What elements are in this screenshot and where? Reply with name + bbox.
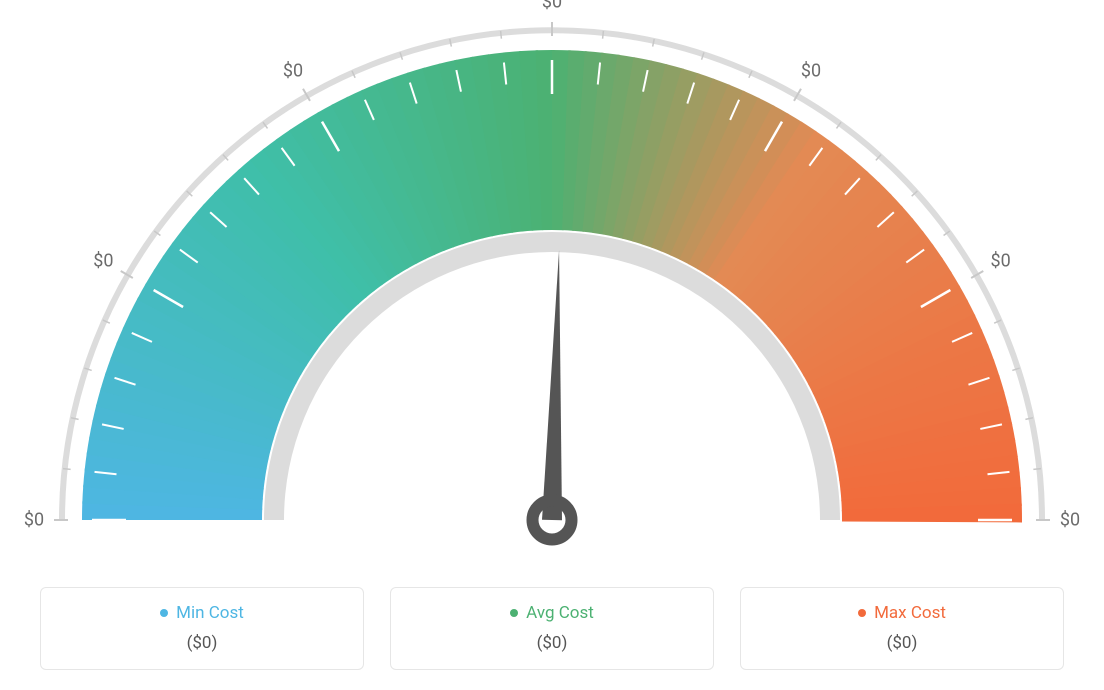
legend-title-avg: Avg Cost <box>526 603 594 623</box>
gauge-tick-label: $0 <box>1060 510 1080 531</box>
legend-title-min: Min Cost <box>176 603 244 623</box>
gauge-tick-label: $0 <box>990 251 1010 272</box>
legend-card-min: Min Cost ($0) <box>40 587 364 670</box>
gauge-tick-label: $0 <box>24 510 44 531</box>
legend-value-min: ($0) <box>51 633 353 653</box>
legend-card-max: Max Cost ($0) <box>740 587 1064 670</box>
gauge-tick-label: $0 <box>801 61 821 82</box>
cost-gauge-chart: $0 $0 $0 $0 $0 $0 $0 Min Cost ($0) Avg Cost ($… <box>0 0 1104 690</box>
legend-card-avg: Avg Cost ($0) <box>390 587 714 670</box>
legend-title-max: Max Cost <box>874 603 946 623</box>
legend-row: Min Cost ($0) Avg Cost ($0) Max Cost ($0… <box>40 587 1064 670</box>
gauge-svg <box>0 0 1104 560</box>
legend-dot-min <box>160 609 168 617</box>
gauge-tick-label: $0 <box>283 61 303 82</box>
gauge-area: $0 $0 $0 $0 $0 $0 $0 <box>0 0 1104 560</box>
legend-dot-max <box>858 609 866 617</box>
legend-value-max: ($0) <box>751 633 1053 653</box>
gauge-needle <box>533 250 572 539</box>
gauge-tick-label: $0 <box>542 0 562 13</box>
gauge-tick-label: $0 <box>93 251 113 272</box>
legend-dot-avg <box>510 609 518 617</box>
legend-value-avg: ($0) <box>401 633 703 653</box>
